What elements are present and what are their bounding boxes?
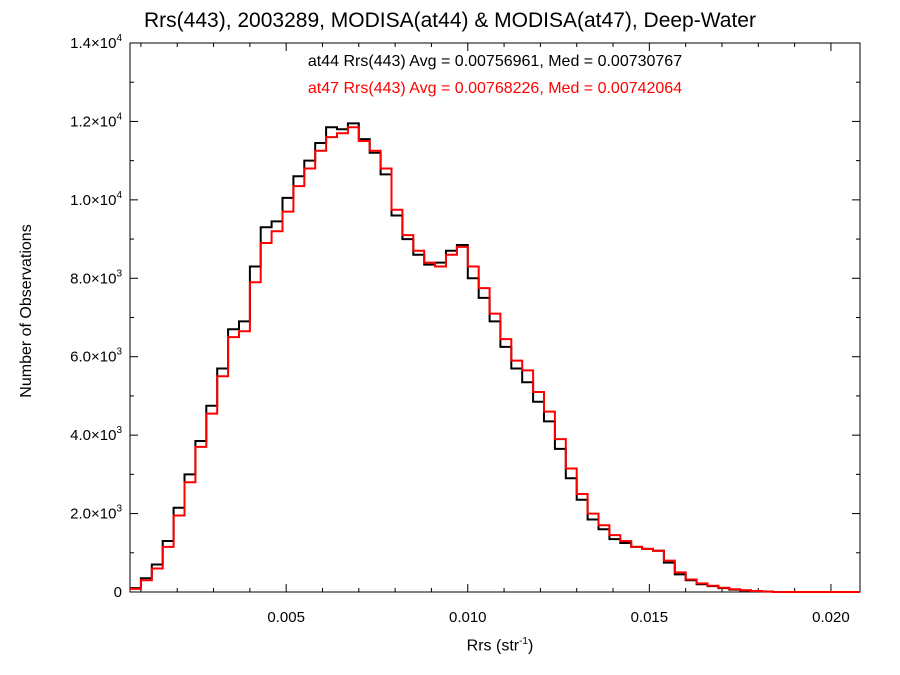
legend-at44-stats: at44 Rrs(443) Avg = 0.00756961, Med = 0.… <box>307 53 683 70</box>
y-tick-exponent: 4 <box>116 111 122 122</box>
y-tick-mantissa: 1.2×10 <box>70 113 116 130</box>
y-tick-label: 1.2×104 <box>70 111 122 130</box>
y-tick-label: 8.0×103 <box>70 268 122 287</box>
y-tick-label: 0 <box>114 584 122 601</box>
y-tick-mantissa: 6.0×10 <box>70 349 116 366</box>
y-tick-label: 6.0×103 <box>70 347 122 366</box>
x-axis-label-close: ) <box>528 637 534 655</box>
series-lines <box>130 122 860 593</box>
y-tick-exponent: 3 <box>116 504 122 515</box>
y-tick-exponent: 3 <box>116 425 122 436</box>
series-at44-line <box>130 122 860 593</box>
y-tick-exponent: 3 <box>116 347 122 358</box>
y-tick-mantissa: 0 <box>114 584 122 601</box>
y-tick-label: 1.0×104 <box>70 190 122 209</box>
y-tick-exponent: 4 <box>116 33 122 44</box>
x-axis-label-main: Rrs (str <box>466 637 520 655</box>
y-tick-label: 1.4×104 <box>70 33 122 52</box>
chart-title: Rrs(443), 2003289, MODISA(at44) & MODISA… <box>144 9 756 32</box>
axis-ticks: 0.005 0.010 0.015 0.02002.0×1034.0×1036.0×1… <box>70 33 860 626</box>
plot-frame <box>129 42 861 593</box>
x-tick-label: 0.020 <box>812 609 850 626</box>
y-tick-mantissa: 2.0×10 <box>70 506 116 523</box>
y-tick-mantissa: 8.0×10 <box>70 270 116 287</box>
x-axis-label-exponent: -1 <box>519 636 528 647</box>
x-tick-label: 0.015 <box>631 609 669 626</box>
legend-at47-stats: at47 Rrs(443) Avg = 0.00768226, Med = 0.… <box>307 80 683 97</box>
y-tick-mantissa: 1.0×10 <box>70 192 116 209</box>
y-tick-mantissa: 4.0×10 <box>70 427 116 444</box>
x-tick-label: 0.010 <box>449 609 487 626</box>
y-tick-label: 4.0×103 <box>70 425 122 444</box>
y-axis-label: Number of Observations <box>18 224 35 398</box>
series-at47-line <box>130 126 860 593</box>
y-tick-exponent: 3 <box>116 268 122 279</box>
y-tick-label: 2.0×103 <box>70 504 122 523</box>
y-tick-mantissa: 1.4×10 <box>70 35 116 52</box>
x-tick-label: 0.005 <box>267 609 305 626</box>
x-axis-label: Rrs (str-1) <box>430 636 570 655</box>
y-tick-exponent: 4 <box>116 190 122 201</box>
